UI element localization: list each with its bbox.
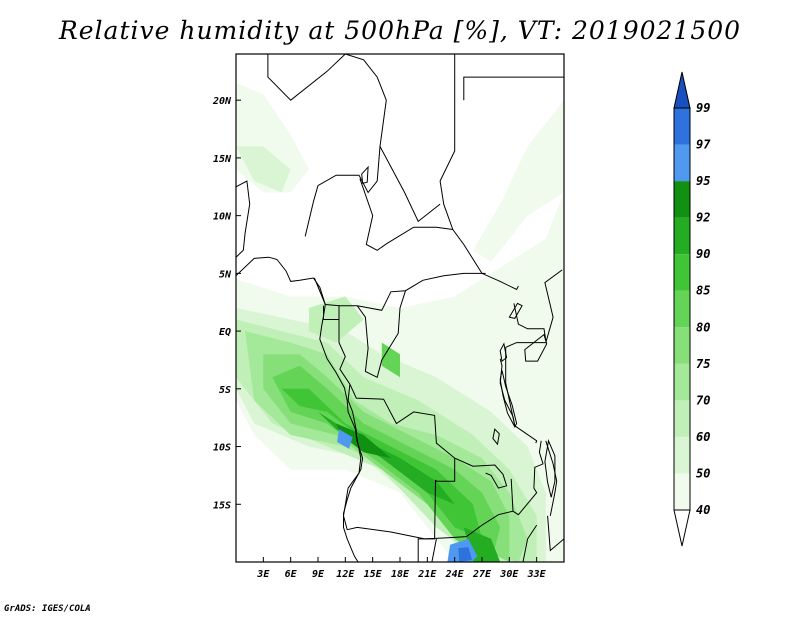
- country-border: [466, 440, 544, 538]
- lake-outline: [492, 428, 500, 446]
- colorbar-label: 40: [696, 503, 710, 517]
- country-border: [547, 515, 564, 552]
- country-border: [338, 319, 351, 385]
- lon-tick-label: 30E: [499, 569, 519, 580]
- humidity-region-95: [337, 429, 353, 449]
- country-border: [545, 440, 558, 516]
- humidity-region-85: [281, 388, 482, 539]
- lat-tick-label: 10S: [213, 443, 231, 454]
- country-border: [379, 146, 441, 223]
- colorbar-label: 70: [696, 393, 710, 407]
- colorbar-label: 95: [696, 174, 710, 188]
- country-border: [417, 479, 436, 562]
- lat-tick-label: 20N: [212, 96, 232, 107]
- coastline-west: [236, 180, 251, 258]
- humidity-region-80: [381, 342, 400, 378]
- colorbar-segment-97: [674, 108, 690, 145]
- country-border: [356, 290, 406, 379]
- humidity-region-92: [336, 423, 391, 459]
- country-border: [347, 526, 467, 540]
- colorbar-segment-70: [674, 363, 690, 401]
- map-title: Relative humidity at 500hPa [%], VT: 201…: [58, 16, 742, 45]
- country-border: [267, 54, 346, 101]
- lake-outline: [544, 439, 556, 498]
- country-borders-layer: [236, 54, 564, 562]
- lat-tick-label: 5S: [219, 385, 231, 396]
- lon-tick-label: 6E: [285, 569, 298, 580]
- colorbar-under-arrow: [673, 509, 691, 547]
- colorbar-segment-75: [674, 327, 690, 364]
- colorbar: 40 50 60 70 75 80 85 90 92 95 97 99: [673, 71, 711, 547]
- humidity-region-97: [458, 547, 472, 562]
- country-border: [505, 269, 563, 348]
- colorbar-label: 97: [696, 138, 711, 152]
- colorbar-segment-40: [674, 473, 690, 510]
- lon-tick-label: 21E: [417, 569, 437, 580]
- colorbar-segment-92: [674, 181, 690, 218]
- lon-tick-label: 18E: [391, 569, 410, 580]
- country-border: [304, 54, 387, 237]
- lat-tick-label: 5N: [219, 269, 232, 280]
- humidity-region-50: [236, 146, 291, 193]
- country-border: [359, 178, 453, 251]
- grads-credit: GrADS: IGES/COLA: [4, 604, 91, 614]
- country-border: [435, 458, 456, 482]
- colorbar-segment-95: [674, 144, 690, 182]
- colorbar-label: 85: [696, 284, 710, 298]
- lon-tick-label: 12E: [336, 569, 355, 580]
- axis-ticks-layer: 3E 6E 9E 12E 15E 18E 21E 24E 27E 30E 33E 20N 15N 10N 5…: [212, 96, 547, 580]
- colorbar-label: 90: [696, 247, 710, 261]
- lat-tick-label: EQ: [219, 327, 231, 338]
- lon-tick-label: 9E: [312, 569, 325, 580]
- colorbar-segment-60: [674, 400, 690, 437]
- lake-outline: [361, 165, 369, 184]
- humidity-region-40: [472, 100, 564, 262]
- lake-outline: [524, 333, 548, 362]
- lon-tick-label: 33E: [527, 569, 547, 580]
- colorbar-label: 99: [696, 101, 710, 115]
- country-border: [463, 76, 564, 101]
- lon-tick-label: 27E: [472, 569, 492, 580]
- country-border: [522, 524, 538, 562]
- colorbar-segment-90: [674, 217, 690, 255]
- lat-tick-label: 15N: [213, 154, 232, 165]
- lake-outline: [499, 370, 518, 428]
- country-border: [510, 478, 514, 512]
- colorbar-segment-80: [674, 290, 690, 328]
- humidity-region-80: [272, 365, 501, 562]
- lake-outline: [508, 302, 523, 319]
- lon-tick-label: 24E: [445, 569, 465, 580]
- lat-tick-label: 15S: [213, 500, 231, 511]
- country-border: [431, 538, 437, 562]
- colorbar-over-arrow: [673, 71, 691, 109]
- colorbar-outline: [673, 107, 691, 511]
- colorbar-segment-85: [674, 254, 690, 291]
- lat-tick-label: 10N: [213, 212, 232, 223]
- colorbar-label: 75: [696, 357, 710, 371]
- country-border: [513, 303, 547, 341]
- lon-tick-label: 3E: [256, 569, 270, 580]
- colorbar-label: 80: [696, 320, 710, 334]
- coastline: [236, 256, 364, 562]
- lake-outline: [499, 342, 508, 362]
- colorbar-label: 60: [696, 430, 710, 444]
- country-border: [313, 272, 486, 311]
- colorbar-segment-50: [674, 436, 690, 474]
- colorbar-label: 50: [696, 466, 710, 480]
- lon-tick-label: 15E: [364, 569, 383, 580]
- country-border: [323, 305, 340, 320]
- colorbar-label: 92: [696, 211, 710, 225]
